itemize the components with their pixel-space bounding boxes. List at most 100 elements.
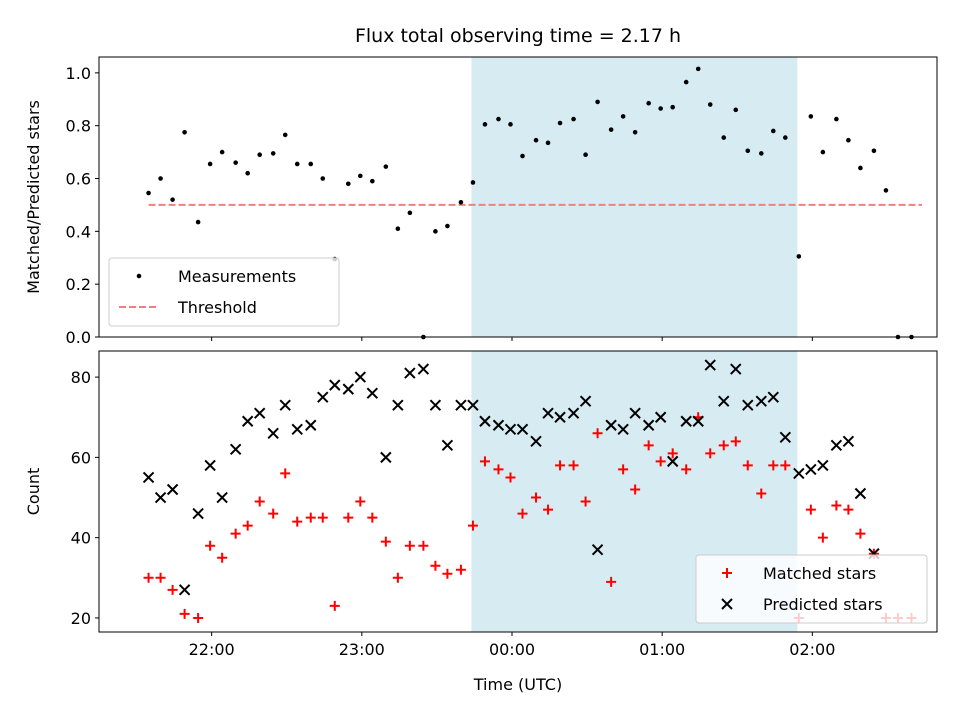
measurement-point: [834, 116, 839, 122]
predicted-star-point: [742, 399, 754, 411]
matched-star-point: [329, 600, 340, 611]
measurement-point: [308, 161, 314, 167]
predicted-star-point: [154, 491, 167, 504]
predicted-star-point: [504, 423, 517, 435]
matched-star-point: [493, 464, 504, 475]
y-tick-label: 20: [71, 609, 91, 628]
matched-star-point: [430, 560, 441, 571]
matched-star-point: [780, 460, 791, 471]
y-axis-label: Count: [24, 468, 43, 516]
matched-star-point: [143, 572, 154, 583]
measurement-point: [358, 173, 363, 179]
predicted-star-point: [354, 371, 367, 383]
x-tick-label: 02:00: [789, 640, 835, 659]
predicted-star-point: [305, 419, 317, 431]
x-tick-label: 01:00: [639, 640, 685, 659]
legend-measurement-marker: [136, 273, 142, 279]
matched-star-point: [155, 572, 166, 583]
matched-star-point: [305, 512, 316, 523]
measurement-point: [433, 229, 438, 234]
measurement-point: [370, 178, 375, 184]
y-tick-label: 0.6: [66, 170, 91, 189]
predicted-star-point: [441, 439, 454, 452]
matched-star-point: [705, 448, 716, 459]
predicted-star-point: [805, 463, 817, 476]
matched-star-point: [592, 428, 603, 439]
predicted-star-point: [404, 367, 416, 379]
measurement-point: [557, 120, 563, 126]
axes-frame: [98, 56, 938, 338]
predicted-star-point: [642, 419, 655, 431]
matched-star-point: [343, 512, 354, 523]
matched-star-point: [193, 612, 204, 623]
measurement-point: [383, 164, 389, 169]
matched-star-point: [756, 488, 767, 499]
predicted-star-point: [291, 423, 303, 435]
predicted-star-point: [204, 459, 216, 472]
legend-matched-marker: [722, 568, 732, 578]
matched-star-point: [817, 532, 828, 543]
measurement-point: [758, 151, 764, 156]
matched-star-point: [831, 500, 842, 511]
legend-box: [695, 554, 928, 624]
measurement-point: [632, 129, 638, 135]
measurement-point: [445, 223, 450, 229]
measurement-point: [395, 226, 401, 231]
predicted-star-point: [455, 399, 467, 411]
matched-star-point: [179, 608, 190, 619]
predicted-star-point: [253, 407, 266, 419]
predicted-star-point: [178, 584, 191, 596]
measurement-point: [721, 135, 727, 140]
y-tick-label: 0.4: [66, 222, 91, 241]
matched-star-point: [505, 472, 516, 483]
predicted-star-point: [779, 431, 792, 444]
y-tick-label: 0.0: [66, 328, 91, 347]
predicted-star-point: [317, 391, 329, 403]
matched-star-point: [730, 436, 741, 447]
matched-star-point: [268, 508, 279, 519]
matched-star-point: [242, 520, 253, 531]
matched-star-point: [643, 440, 654, 451]
predicted-star-point: [142, 471, 155, 484]
legend-label: Measurements: [178, 267, 296, 286]
predicted-star-point: [793, 467, 805, 480]
predicted-star-point: [567, 407, 580, 419]
matched-star-point: [367, 512, 378, 523]
measurement-point: [608, 127, 614, 132]
measurement-point: [320, 176, 326, 181]
predicted-star-point: [530, 435, 542, 448]
legend: Measurements Threshold: [108, 257, 340, 327]
measurement-point: [783, 135, 788, 140]
matched-star-point: [380, 536, 391, 547]
measurement-point: [245, 170, 250, 176]
predicted-star-point: [680, 415, 692, 427]
matched-star-point: [655, 456, 666, 467]
matched-star-point: [543, 504, 554, 515]
predicted-star-point: [366, 387, 379, 399]
measurement-point: [207, 161, 213, 167]
measurement-point: [796, 254, 802, 259]
measurement-point: [545, 140, 551, 146]
matched-star-point: [467, 520, 478, 531]
predicted-star-point: [542, 407, 554, 419]
y-tick-label: 40: [71, 529, 91, 548]
matched-star-point: [606, 576, 617, 587]
x-axis-label: Time (UTC): [473, 675, 562, 694]
predicted-star-point: [467, 399, 479, 411]
matched-star-point: [843, 504, 854, 515]
measurement-point: [458, 199, 464, 205]
measurement-point: [733, 107, 739, 113]
predicted-star-point: [692, 415, 704, 427]
chart-title: Flux total observing time = 2.17 h: [355, 25, 681, 47]
matched-star-point: [317, 512, 328, 523]
measurement-point: [858, 165, 863, 171]
matched-star-point: [855, 528, 866, 539]
legend-label: Matched stars: [763, 564, 876, 583]
matched-star-point: [667, 448, 678, 459]
predicted-star-point: [854, 487, 867, 500]
ratio-panel: 0.0 0.2 0.4 0.6 0.8 1.0 Matched/Predicted star…: [24, 25, 938, 347]
matched-star-point: [618, 464, 629, 475]
predicted-star-point: [830, 439, 843, 452]
matched-star-point: [230, 528, 241, 539]
